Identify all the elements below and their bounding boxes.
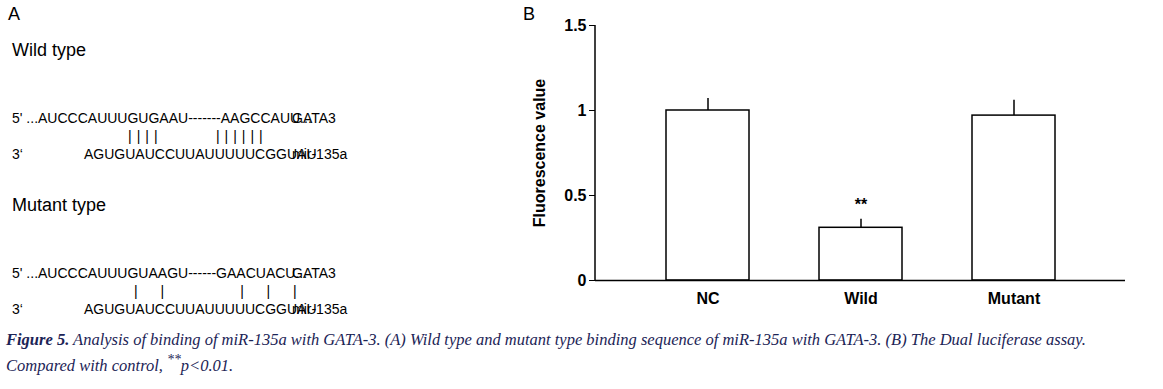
html-text:mir-135a: mir-135a bbox=[292, 301, 348, 317]
svg-text:**: ** bbox=[855, 196, 868, 213]
html-text:Wild type: Wild type bbox=[12, 40, 86, 60]
svg-text:1: 1 bbox=[578, 102, 587, 119]
svg-text:Fluorescence value: Fluorescence value bbox=[531, 79, 548, 228]
svg-text:0.5: 0.5 bbox=[564, 187, 586, 204]
html-text:3‘: 3‘ bbox=[12, 301, 23, 317]
html-text:AGUGUAUCCUUAUUUUUCGGUAU: AGUGUAUCCUUAUUUUUCGGUAU bbox=[84, 146, 317, 162]
svg-text:0: 0 bbox=[578, 272, 587, 289]
html-text:mir-135a: mir-135a bbox=[292, 146, 348, 162]
svg-text:1.5: 1.5 bbox=[564, 17, 586, 34]
html-text:A: A bbox=[8, 4, 20, 24]
svg-text:Wild: Wild bbox=[844, 290, 878, 307]
html-text:3‘: 3‘ bbox=[12, 146, 23, 162]
html-text:Figure 5. Analysis of binding: Figure 5. Analysis of binding of miR-135… bbox=[6, 330, 1086, 375]
svg-text:NC: NC bbox=[696, 290, 720, 307]
html-text:Mutant type: Mutant type bbox=[12, 195, 107, 215]
html-text:B: B bbox=[523, 4, 535, 24]
svg-text:Mutant: Mutant bbox=[988, 290, 1041, 307]
html-text:GATA3: GATA3 bbox=[292, 265, 336, 281]
html-text:5' ...AUCCCAUUUGUAAGU------GAA: 5' ...AUCCCAUUUGUAAGU------GAACUACU... bbox=[12, 265, 308, 281]
html-text:5' ...AUCCCAUUUGUGAAU-------AA: 5' ...AUCCCAUUUGUGAAU-------AAGCCAUU... bbox=[12, 110, 312, 126]
html-text:GATA3: GATA3 bbox=[292, 110, 336, 126]
html-text:AGUGUAUCCUUAUUUUUCGGUAU: AGUGUAUCCUUAUUUUUCGGUAU bbox=[84, 301, 317, 317]
